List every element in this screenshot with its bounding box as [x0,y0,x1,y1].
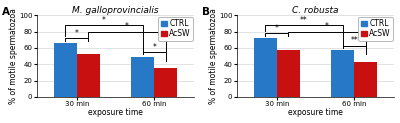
Title: C. robusta: C. robusta [292,6,339,15]
Text: **: ** [300,16,308,25]
Text: *: * [102,16,106,25]
Text: *: * [275,24,279,33]
X-axis label: exposure time: exposure time [88,108,143,117]
Title: M. galloprovincialis: M. galloprovincialis [72,6,159,15]
Bar [54,43,77,97]
Bar [154,68,178,97]
Text: *: * [325,22,329,31]
Bar [254,38,277,97]
Text: *: * [75,29,79,38]
Y-axis label: % of motile spermatozoa: % of motile spermatozoa [8,8,18,104]
Y-axis label: % of motile spermatozoa: % of motile spermatozoa [208,8,218,104]
Bar [354,62,378,97]
Legend: CTRL, AcSW: CTRL, AcSW [158,17,193,41]
Bar [277,50,300,97]
X-axis label: exposure time: exposure time [288,108,343,117]
Bar [131,57,154,97]
Text: B: B [202,7,210,17]
Text: **: ** [350,36,358,45]
Text: A: A [2,7,10,17]
Legend: CTRL, AcSW: CTRL, AcSW [358,17,393,41]
Bar [77,54,100,97]
Bar [331,50,354,97]
Text: *: * [152,43,156,52]
Text: *: * [125,22,129,31]
